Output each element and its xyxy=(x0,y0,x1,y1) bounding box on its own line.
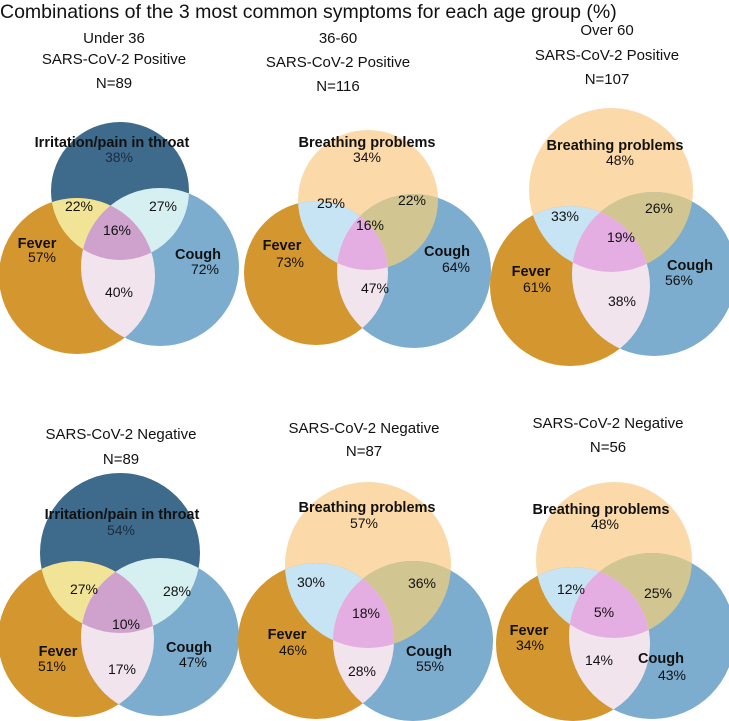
positive-36-60-value-fever-cough: 47% xyxy=(361,280,389,296)
positive-36-60-value-all: 16% xyxy=(356,217,384,233)
negative-under-36-value-top-cough: 28% xyxy=(163,583,191,599)
negative-over-60-value-fever-cough: 14% xyxy=(585,652,613,668)
positive-under-36-value-top-fever: 22% xyxy=(65,198,93,214)
negative-36-60-header-line: N=87 xyxy=(345,443,383,460)
positive-over-60-value-all: 19% xyxy=(607,229,635,245)
negative-over-60-value-fever: 34% xyxy=(516,637,544,653)
positive-36-60-label-cough: Cough xyxy=(424,244,470,260)
negative-36-60-label-top-symptom: Breathing problems xyxy=(299,500,436,516)
positive-under-36-label-cough: Cough xyxy=(175,247,221,263)
negative-under-36-value-cough: 47% xyxy=(179,654,207,670)
positive-under-36-label-top-symptom: Irritation/pain in throat xyxy=(35,135,190,151)
negative-36-60-value-all: 18% xyxy=(352,605,380,621)
positive-over-60-value-fever: 61% xyxy=(523,279,551,295)
positive-over-60-value-cough: 56% xyxy=(665,272,693,288)
positive-under-36-value-top: 38% xyxy=(105,149,133,165)
negative-over-60-value-top-cough: 25% xyxy=(644,585,672,601)
negative-under-36-header-line: N=89 xyxy=(102,451,140,468)
positive-36-60-value-top: 34% xyxy=(353,149,381,165)
positive-under-36-label-fever: Fever xyxy=(18,236,57,252)
negative-36-60-value-fever: 46% xyxy=(279,642,307,658)
positive-under-36-value-top-cough: 27% xyxy=(149,198,177,214)
chart-title: Combinations of the 3 most common sympto… xyxy=(0,1,617,23)
positive-over-60-header-line: N=107 xyxy=(584,71,630,88)
negative-over-60-value-top-fever: 12% xyxy=(557,581,585,597)
positive-over-60-value-top-cough: 26% xyxy=(645,200,673,216)
positive-over-60-label-fever: Fever xyxy=(512,264,551,280)
negative-under-36-value-fever-cough: 17% xyxy=(108,661,136,677)
negative-36-60-label-fever: Fever xyxy=(268,627,307,643)
positive-under-36-header-line: N=89 xyxy=(95,75,133,92)
negative-under-36-value-top-fever: 27% xyxy=(70,581,98,597)
positive-over-60-label-top-symptom: Breathing problems xyxy=(547,138,684,154)
negative-over-60-value-top: 48% xyxy=(591,516,619,532)
positive-36-60-header-line: N=116 xyxy=(316,78,360,95)
positive-36-60-value-cough: 64% xyxy=(442,259,470,275)
negative-under-36-value-top: 54% xyxy=(107,522,135,538)
negative-over-60-header-line: N=56 xyxy=(589,439,627,456)
positive-over-60-header-line: SARS-CoV-2 Positive xyxy=(534,47,680,64)
negative-36-60-value-fever-cough: 28% xyxy=(348,663,376,679)
positive-over-60-value-top-fever: 33% xyxy=(551,208,579,224)
positive-over-60-value-top: 48% xyxy=(606,152,634,168)
negative-36-60-value-top-cough: 36% xyxy=(408,575,436,591)
positive-under-36-value-cough: 72% xyxy=(191,261,219,277)
positive-under-36-value-fever: 57% xyxy=(28,249,56,265)
negative-under-36-label-cough: Cough xyxy=(166,640,212,656)
negative-under-36-header-line: SARS-CoV-2 Negative xyxy=(45,426,197,443)
negative-over-60-header-line: SARS-CoV-2 Negative xyxy=(532,415,684,432)
positive-over-60-value-fever-cough: 38% xyxy=(608,293,636,309)
negative-under-36-label-fever: Fever xyxy=(39,644,78,660)
positive-under-36-value-all: 16% xyxy=(103,222,131,238)
negative-over-60-label-top-symptom: Breathing problems xyxy=(533,502,670,518)
positive-36-60-value-top-cough: 22% xyxy=(398,192,426,208)
positive-36-60-header-line: SARS-CoV-2 Positive xyxy=(265,54,411,71)
negative-over-60-value-cough: 43% xyxy=(658,667,686,683)
negative-under-36-value-fever: 51% xyxy=(38,658,66,674)
positive-under-36-header-line: Under 36 xyxy=(83,30,145,47)
negative-36-60-value-top: 57% xyxy=(350,515,378,531)
negative-over-60-label-fever: Fever xyxy=(510,623,549,639)
negative-under-36-value-all: 10% xyxy=(112,616,140,632)
positive-36-60-label-fever: Fever xyxy=(263,238,302,254)
negative-36-60-value-cough: 55% xyxy=(416,658,444,674)
positive-36-60-label-top-symptom: Breathing problems xyxy=(299,135,436,151)
negative-over-60-label-cough: Cough xyxy=(638,651,684,667)
positive-over-60-label-cough: Cough xyxy=(667,258,713,274)
negative-36-60-value-top-fever: 30% xyxy=(297,574,325,590)
negative-over-60-value-all: 5% xyxy=(594,604,614,620)
negative-36-60-label-cough: Cough xyxy=(406,644,452,660)
positive-36-60-value-fever: 73% xyxy=(276,254,304,270)
positive-36-60-header-line: 36-60 xyxy=(318,30,358,47)
positive-over-60-header-line: Over 60 xyxy=(580,22,634,39)
positive-36-60-value-top-fever: 25% xyxy=(317,195,345,211)
negative-under-36-label-top-symptom: Irritation/pain in throat xyxy=(45,507,200,523)
negative-36-60-header-line: SARS-CoV-2 Negative xyxy=(288,420,440,437)
positive-under-36-value-fever-cough: 40% xyxy=(105,284,133,300)
positive-under-36-header-line: SARS-CoV-2 Positive xyxy=(41,51,187,68)
